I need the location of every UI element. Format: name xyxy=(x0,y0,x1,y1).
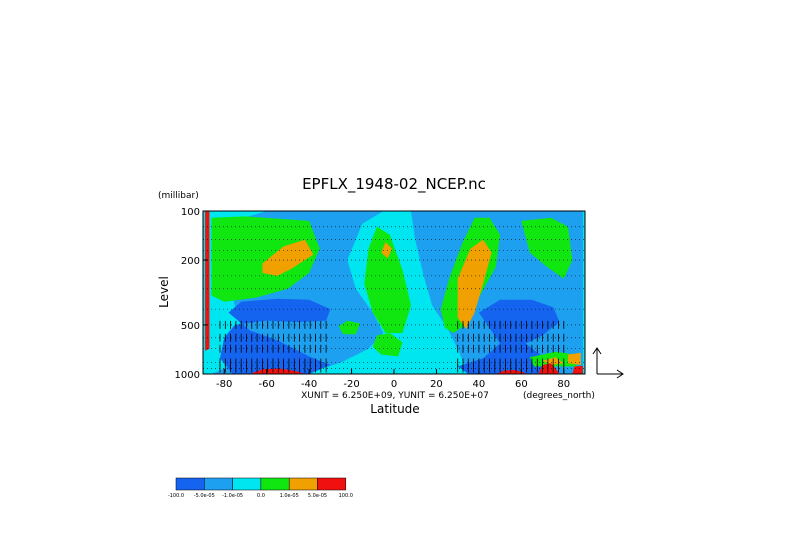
y-tick-label-0: 100 xyxy=(181,207,200,218)
contour-region-9 xyxy=(372,333,403,357)
reference-vector-arrows xyxy=(592,347,624,379)
contour-region-5 xyxy=(364,226,411,333)
x-tick-label-6: 40 xyxy=(473,379,486,390)
contour-region-11 xyxy=(262,239,314,276)
colorbar-label-3: 0.0 xyxy=(257,493,265,499)
x-axis-label: Latitude xyxy=(370,402,419,416)
colorbar-swatch-3 xyxy=(260,477,290,491)
colorbar-label-0: -100.0 xyxy=(168,493,184,499)
x-tick-label-2: -40 xyxy=(301,379,317,390)
y-unit-label: (millibar) xyxy=(158,191,199,201)
x-unit-label: (degrees_north) xyxy=(523,391,595,401)
chart-title: EPFLX_1948-02_NCEP.nc xyxy=(302,175,486,194)
colorbar-label-6: 100.0 xyxy=(339,493,353,499)
contour-region-18 xyxy=(538,363,560,374)
y-tick-label-2: 500 xyxy=(181,321,200,332)
contour-region-13 xyxy=(457,239,492,330)
x-tick-label-4: 0 xyxy=(391,379,397,390)
x-tick-label-5: 20 xyxy=(430,379,443,390)
axis-ticks: -80 -60 -40 -20 0 20 40 60 80 100 200 500 1000 xyxy=(175,207,571,390)
x-tick-label-0: -80 xyxy=(216,379,232,390)
colorbar-label-4: 1.0e-05 xyxy=(280,493,299,499)
vector-scale-note: XUNIT = 6.250E+09, YUNIT = 6.250E+07 xyxy=(301,391,489,401)
colorbar-label-1: -5.0e-05 xyxy=(194,493,215,499)
contour-region-2 xyxy=(220,298,331,374)
colorbar-legend: -100.0 -5.0e-05 -1.0e-05 0.0 1.0e-05 5.0e-05 1… xyxy=(168,477,353,499)
contour-region-8 xyxy=(338,320,360,335)
colorbar-swatch-0 xyxy=(175,477,205,491)
contour-region-12 xyxy=(381,242,392,259)
colorbar-swatch-2 xyxy=(232,477,262,491)
x-tick-label-1: -60 xyxy=(258,379,274,390)
x-tick-label-8: 80 xyxy=(557,379,570,390)
x-tick-label-7: 60 xyxy=(515,379,528,390)
contour-region-20 xyxy=(205,211,210,351)
x-tick-label-3: -20 xyxy=(343,379,359,390)
contour-region-4 xyxy=(211,216,320,302)
ep-flux-vector-field xyxy=(219,320,565,373)
y-tick-label-1: 200 xyxy=(181,256,200,267)
contour-fill-layer xyxy=(205,211,583,374)
contour-region-3 xyxy=(457,299,560,374)
y-tick-label-3: 1000 xyxy=(175,370,200,381)
contour-region-16 xyxy=(249,368,305,374)
contour-region-19 xyxy=(572,365,583,374)
colorbar-label-5: 5.0e-05 xyxy=(308,493,327,499)
colorbar-label-2: -1.0e-05 xyxy=(222,493,243,499)
colorbar-swatch-1 xyxy=(204,477,233,491)
contour-region-15 xyxy=(568,352,581,365)
reference-vector-icon xyxy=(592,347,624,379)
y-axis-label: Level xyxy=(157,276,171,308)
colorbar-swatch-4 xyxy=(288,477,318,491)
colorbar-swatch-5 xyxy=(317,477,347,491)
contour-region-7 xyxy=(521,217,573,279)
